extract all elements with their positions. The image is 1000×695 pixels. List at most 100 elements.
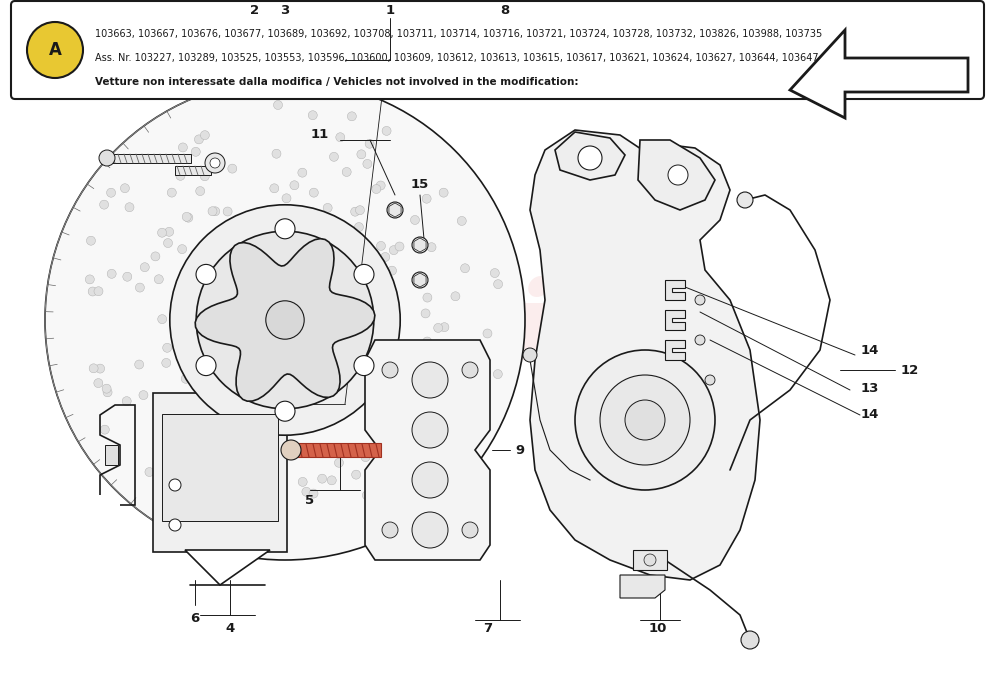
Circle shape (418, 243, 427, 252)
Circle shape (362, 491, 371, 500)
Circle shape (208, 496, 217, 505)
Circle shape (178, 438, 187, 447)
Circle shape (167, 188, 176, 197)
Circle shape (274, 101, 283, 110)
FancyBboxPatch shape (110, 154, 190, 163)
Circle shape (439, 188, 448, 197)
Circle shape (494, 279, 503, 288)
Circle shape (165, 434, 174, 443)
Circle shape (182, 213, 191, 221)
Polygon shape (665, 280, 685, 300)
Circle shape (27, 22, 83, 78)
FancyBboxPatch shape (162, 414, 278, 521)
Circle shape (169, 479, 181, 491)
Circle shape (429, 423, 438, 432)
Circle shape (434, 323, 443, 332)
Text: 7: 7 (483, 621, 493, 635)
Circle shape (329, 152, 338, 161)
Circle shape (695, 295, 705, 305)
Circle shape (471, 359, 480, 368)
Circle shape (382, 126, 391, 136)
Circle shape (376, 489, 385, 498)
Text: Ass. Nr. 103227, 103289, 103525, 103553, 103596, 103600, 103609, 103612, 103613,: Ass. Nr. 103227, 103289, 103525, 103553,… (95, 53, 822, 63)
Circle shape (422, 348, 431, 357)
Text: 8: 8 (500, 3, 510, 17)
Circle shape (94, 379, 103, 388)
Circle shape (298, 168, 307, 177)
Circle shape (181, 375, 190, 383)
Circle shape (412, 272, 428, 288)
Polygon shape (185, 550, 270, 585)
Circle shape (451, 292, 460, 301)
Circle shape (230, 521, 239, 530)
Circle shape (336, 133, 345, 142)
Circle shape (96, 364, 105, 373)
Circle shape (421, 309, 430, 318)
Circle shape (440, 322, 449, 332)
Polygon shape (105, 445, 118, 465)
Circle shape (191, 399, 200, 407)
Circle shape (221, 468, 230, 477)
Circle shape (493, 370, 502, 379)
Polygon shape (638, 140, 715, 210)
Circle shape (275, 401, 295, 421)
Circle shape (380, 428, 389, 437)
FancyBboxPatch shape (294, 443, 381, 457)
Circle shape (200, 131, 209, 140)
Circle shape (342, 167, 351, 177)
Circle shape (100, 200, 109, 209)
Circle shape (214, 447, 223, 456)
Text: scuderia: scuderia (94, 276, 626, 384)
Text: 10: 10 (649, 621, 667, 635)
Circle shape (178, 143, 187, 152)
Circle shape (355, 206, 364, 215)
Circle shape (309, 188, 318, 197)
Circle shape (169, 519, 181, 531)
Circle shape (178, 245, 187, 254)
Circle shape (644, 554, 656, 566)
Text: 1: 1 (385, 3, 395, 17)
Circle shape (401, 366, 410, 375)
Circle shape (270, 183, 279, 193)
Circle shape (578, 146, 602, 170)
Circle shape (253, 479, 262, 488)
Circle shape (410, 215, 419, 224)
Circle shape (323, 204, 332, 213)
Text: 9: 9 (515, 443, 525, 457)
Circle shape (107, 270, 116, 278)
Circle shape (352, 470, 361, 479)
Circle shape (523, 348, 537, 362)
Circle shape (164, 238, 173, 247)
FancyBboxPatch shape (11, 1, 984, 99)
Circle shape (158, 228, 167, 237)
Circle shape (253, 482, 262, 491)
Circle shape (354, 264, 374, 284)
Circle shape (625, 400, 665, 440)
Circle shape (376, 241, 385, 250)
Circle shape (705, 375, 715, 385)
Circle shape (158, 315, 167, 324)
Circle shape (290, 181, 299, 190)
Circle shape (208, 206, 217, 215)
Text: 11: 11 (311, 129, 329, 142)
Circle shape (230, 448, 239, 457)
Circle shape (382, 362, 398, 378)
Circle shape (261, 482, 270, 491)
Circle shape (401, 411, 410, 420)
Circle shape (365, 139, 374, 148)
Circle shape (125, 203, 134, 212)
FancyBboxPatch shape (175, 165, 210, 174)
Polygon shape (555, 132, 625, 180)
Circle shape (259, 441, 268, 450)
Circle shape (99, 150, 115, 166)
Circle shape (140, 263, 149, 272)
Circle shape (412, 237, 428, 253)
Circle shape (461, 264, 470, 272)
Circle shape (85, 275, 94, 284)
Circle shape (163, 343, 172, 352)
Circle shape (381, 252, 390, 261)
Circle shape (223, 207, 232, 216)
FancyBboxPatch shape (153, 393, 287, 552)
Circle shape (318, 474, 327, 483)
Circle shape (412, 412, 448, 448)
